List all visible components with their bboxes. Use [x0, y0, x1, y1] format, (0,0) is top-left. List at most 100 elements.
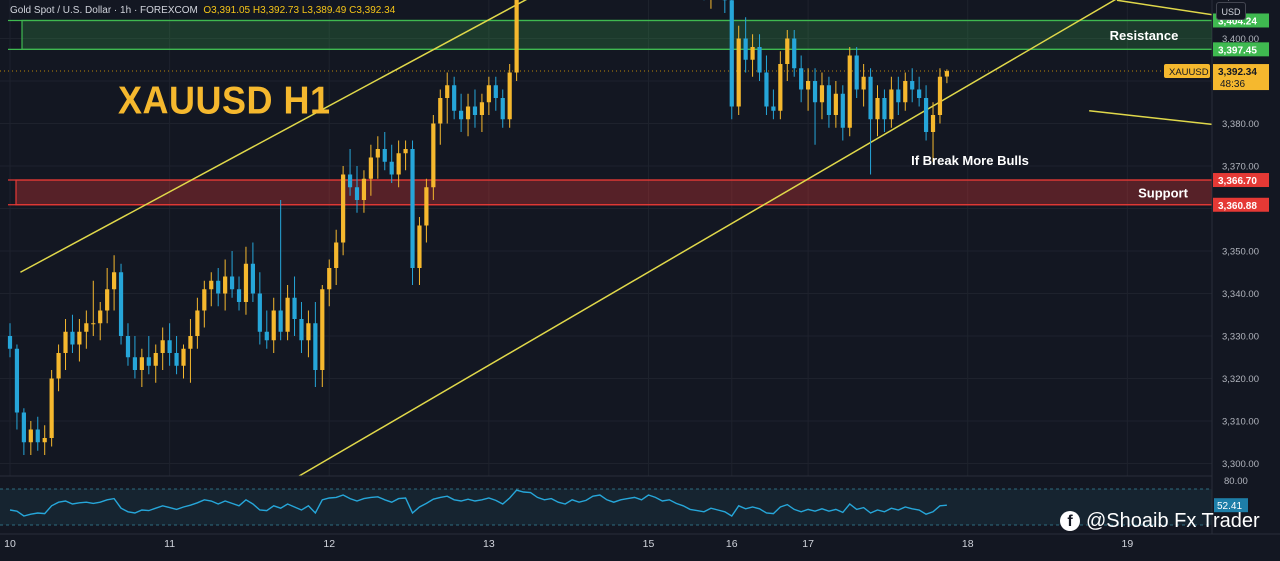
candle-body — [820, 85, 824, 102]
candle-body — [848, 56, 852, 128]
candle-body — [431, 124, 435, 188]
time-tick-label: 19 — [1121, 538, 1133, 550]
candle-body — [29, 430, 33, 443]
time-tick-label: 11 — [164, 538, 175, 550]
candle-body — [279, 311, 283, 332]
candle-body — [924, 98, 928, 132]
candle-body — [237, 289, 241, 302]
watermark-text: @Shoaib Fx Trader — [1086, 510, 1260, 533]
candle-body — [348, 175, 352, 188]
candle-body — [862, 77, 866, 90]
price-tick-label: 3,350.00 — [1222, 247, 1259, 258]
candle-body — [43, 438, 47, 442]
candle — [431, 115, 435, 200]
candle-body — [938, 77, 942, 115]
candle-body — [931, 115, 935, 132]
candle — [341, 166, 345, 255]
price-tick-label: 3,340.00 — [1222, 289, 1259, 300]
price-tick-label: 3,300.00 — [1222, 459, 1259, 470]
candle-body — [376, 149, 380, 158]
currency-button[interactable]: USD — [1216, 2, 1246, 20]
price-level-label: 3,397.45 — [1218, 45, 1257, 56]
time-tick-label: 15 — [643, 538, 655, 550]
candle-body — [22, 413, 26, 443]
candle-body — [98, 311, 102, 324]
candle-body — [154, 353, 158, 366]
candle-body — [792, 39, 796, 69]
candle-body — [834, 94, 838, 115]
candle-body — [750, 47, 754, 60]
candle-body — [799, 68, 803, 89]
candle-body — [320, 289, 324, 370]
candle-body — [140, 357, 144, 370]
candle — [50, 370, 54, 447]
candle-body — [126, 336, 130, 357]
candle-body — [410, 149, 414, 268]
candle-body — [258, 294, 262, 332]
candle-body — [181, 349, 185, 366]
candle-body — [515, 0, 519, 73]
symbol-title: Gold Spot / U.S. Dollar · 1h · FOREXCOM — [10, 5, 198, 16]
candle-body — [230, 277, 234, 290]
candle-body — [147, 357, 151, 366]
time-tick-label: 16 — [726, 538, 738, 550]
resistance-zone — [22, 20, 1212, 49]
candle-body — [778, 64, 782, 111]
annotation-label: If Break More Bulls — [911, 153, 1029, 168]
symbol-info[interactable]: Gold Spot / U.S. Dollar · 1h · FOREXCOM … — [10, 5, 395, 16]
chart-title: XAUUSD H1 — [118, 78, 331, 123]
support-label: Support — [1138, 185, 1188, 200]
candle-body — [77, 332, 81, 345]
candle-body — [403, 149, 407, 153]
rsi-pane[interactable] — [0, 476, 1212, 534]
rsi-level-label: 80.00 — [1224, 476, 1248, 487]
candle-body — [397, 153, 401, 174]
candle-body — [438, 98, 442, 124]
ohlc-close: C3,392.34 — [349, 5, 395, 16]
candle-body — [216, 281, 220, 294]
candle-body — [272, 311, 276, 341]
candle-body — [855, 56, 859, 90]
price-tick-label: 3,330.00 — [1222, 332, 1259, 343]
candle-body — [771, 107, 775, 111]
candle-body — [91, 323, 95, 324]
candle-body — [841, 94, 845, 128]
time-tick-label: 10 — [4, 538, 16, 550]
candle-body — [188, 336, 192, 349]
candle-body — [452, 85, 456, 111]
ohlc-open: O3,391.05 — [203, 5, 250, 16]
candle-body — [209, 281, 213, 290]
candle-body — [466, 107, 470, 120]
candle-body — [36, 430, 40, 443]
ohlc-low: L3,389.49 — [302, 5, 347, 16]
candle-body — [327, 268, 331, 289]
candle-body — [195, 311, 199, 337]
price-level-label: 3,360.88 — [1218, 201, 1257, 212]
candle-body — [910, 81, 914, 90]
candle-body — [341, 175, 345, 243]
candle — [119, 264, 123, 345]
candle-body — [424, 187, 428, 225]
candle-body — [882, 98, 886, 119]
support-zone — [16, 180, 1212, 205]
candle — [508, 64, 512, 128]
ohlc-high: H3,392.73 — [253, 5, 299, 16]
candle-body — [390, 162, 394, 175]
time-tick-label: 12 — [323, 538, 335, 550]
candle-body — [8, 336, 12, 349]
candle-body — [827, 85, 831, 115]
candle-body — [508, 73, 512, 120]
candle-body — [896, 90, 900, 103]
candle-body — [63, 332, 67, 353]
candle-body — [785, 39, 789, 65]
candle-body — [480, 102, 484, 115]
candle-body — [459, 111, 463, 120]
time-tick-label: 13 — [483, 538, 495, 550]
candle-body — [730, 0, 734, 106]
candle — [410, 141, 414, 286]
price-tick-label: 3,370.00 — [1222, 162, 1259, 173]
candle — [737, 26, 741, 115]
candle-body — [889, 90, 893, 120]
symbol-tag-label: XAUUSD — [1169, 67, 1209, 78]
candle — [848, 47, 852, 136]
